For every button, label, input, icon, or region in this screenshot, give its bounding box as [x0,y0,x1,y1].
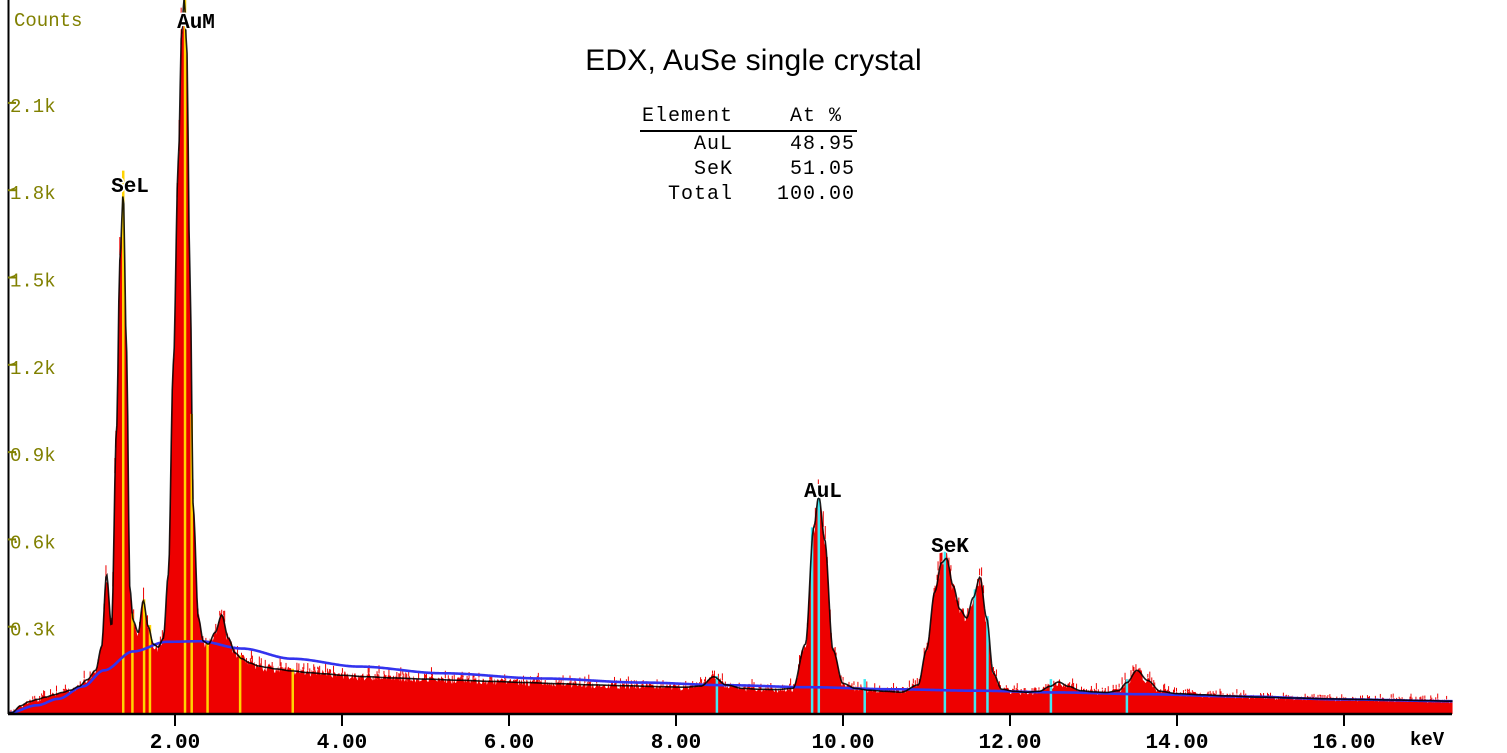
x-tick-label: 8.00 [651,732,701,753]
y-tick-label: 0.3k [10,620,56,642]
quantification-table: Element At % AuL 48.95 SeK 51.05 Total 1… [640,105,858,207]
y-axis-title: Counts [14,10,82,32]
x-tick-label: 2.00 [150,732,200,753]
y-tick-label: 1.2k [10,358,56,380]
peak-label-sek: SeK [931,536,969,559]
cell-at-pct: 51.05 [790,158,856,181]
fit-curve [8,0,1453,714]
x-tick-label: 16.00 [1312,732,1375,753]
element-marker-lines-yellow [121,0,294,714]
y-tick-label: 0.9k [10,445,56,467]
cell-element: SeK [694,158,734,181]
table-row: AuL 48.95 [640,131,857,157]
y-axis-ticks: 0.3k 0.6k 0.9k 1.2k 1.5k 1.8k 2.1k [8,96,56,642]
header-at-pct: At % [775,105,858,132]
cell-at-pct: 100.00 [777,183,856,206]
table-row: SeK 51.05 [640,157,857,182]
x-tick-label: 4.00 [317,732,367,753]
y-tick-label: 2.1k [10,96,56,118]
table-row: Total 100.00 [640,182,857,207]
x-axis-ticks: 2.00 4.00 6.00 8.00 10.00 12.00 14.00 16.00 [150,714,1376,753]
peak-label-aul: AuL [804,481,842,504]
table-header-row: Element At % [640,105,858,132]
x-tick-label: 14.00 [1145,732,1208,753]
header-element: Element [640,105,776,132]
x-tick-label: 12.00 [978,732,1041,753]
cell-at-pct: 48.95 [790,133,856,156]
x-tick-label: 10.00 [811,732,874,753]
x-axis-unit-label: keV [1410,729,1445,751]
cell-element: Total [668,183,734,206]
chart-title: EDX, AuSe single crystal [585,44,922,77]
element-marker-lines-cyan [715,485,1129,714]
y-tick-label: 1.5k [10,271,56,293]
peak-label-sel: SeL [111,176,149,199]
y-tick-label: 0.6k [10,532,56,554]
y-tick-label: 1.8k [10,183,56,205]
cell-element: AuL [694,133,734,156]
x-tick-label: 6.00 [484,732,534,753]
peak-label-aum: AuM [177,12,215,35]
